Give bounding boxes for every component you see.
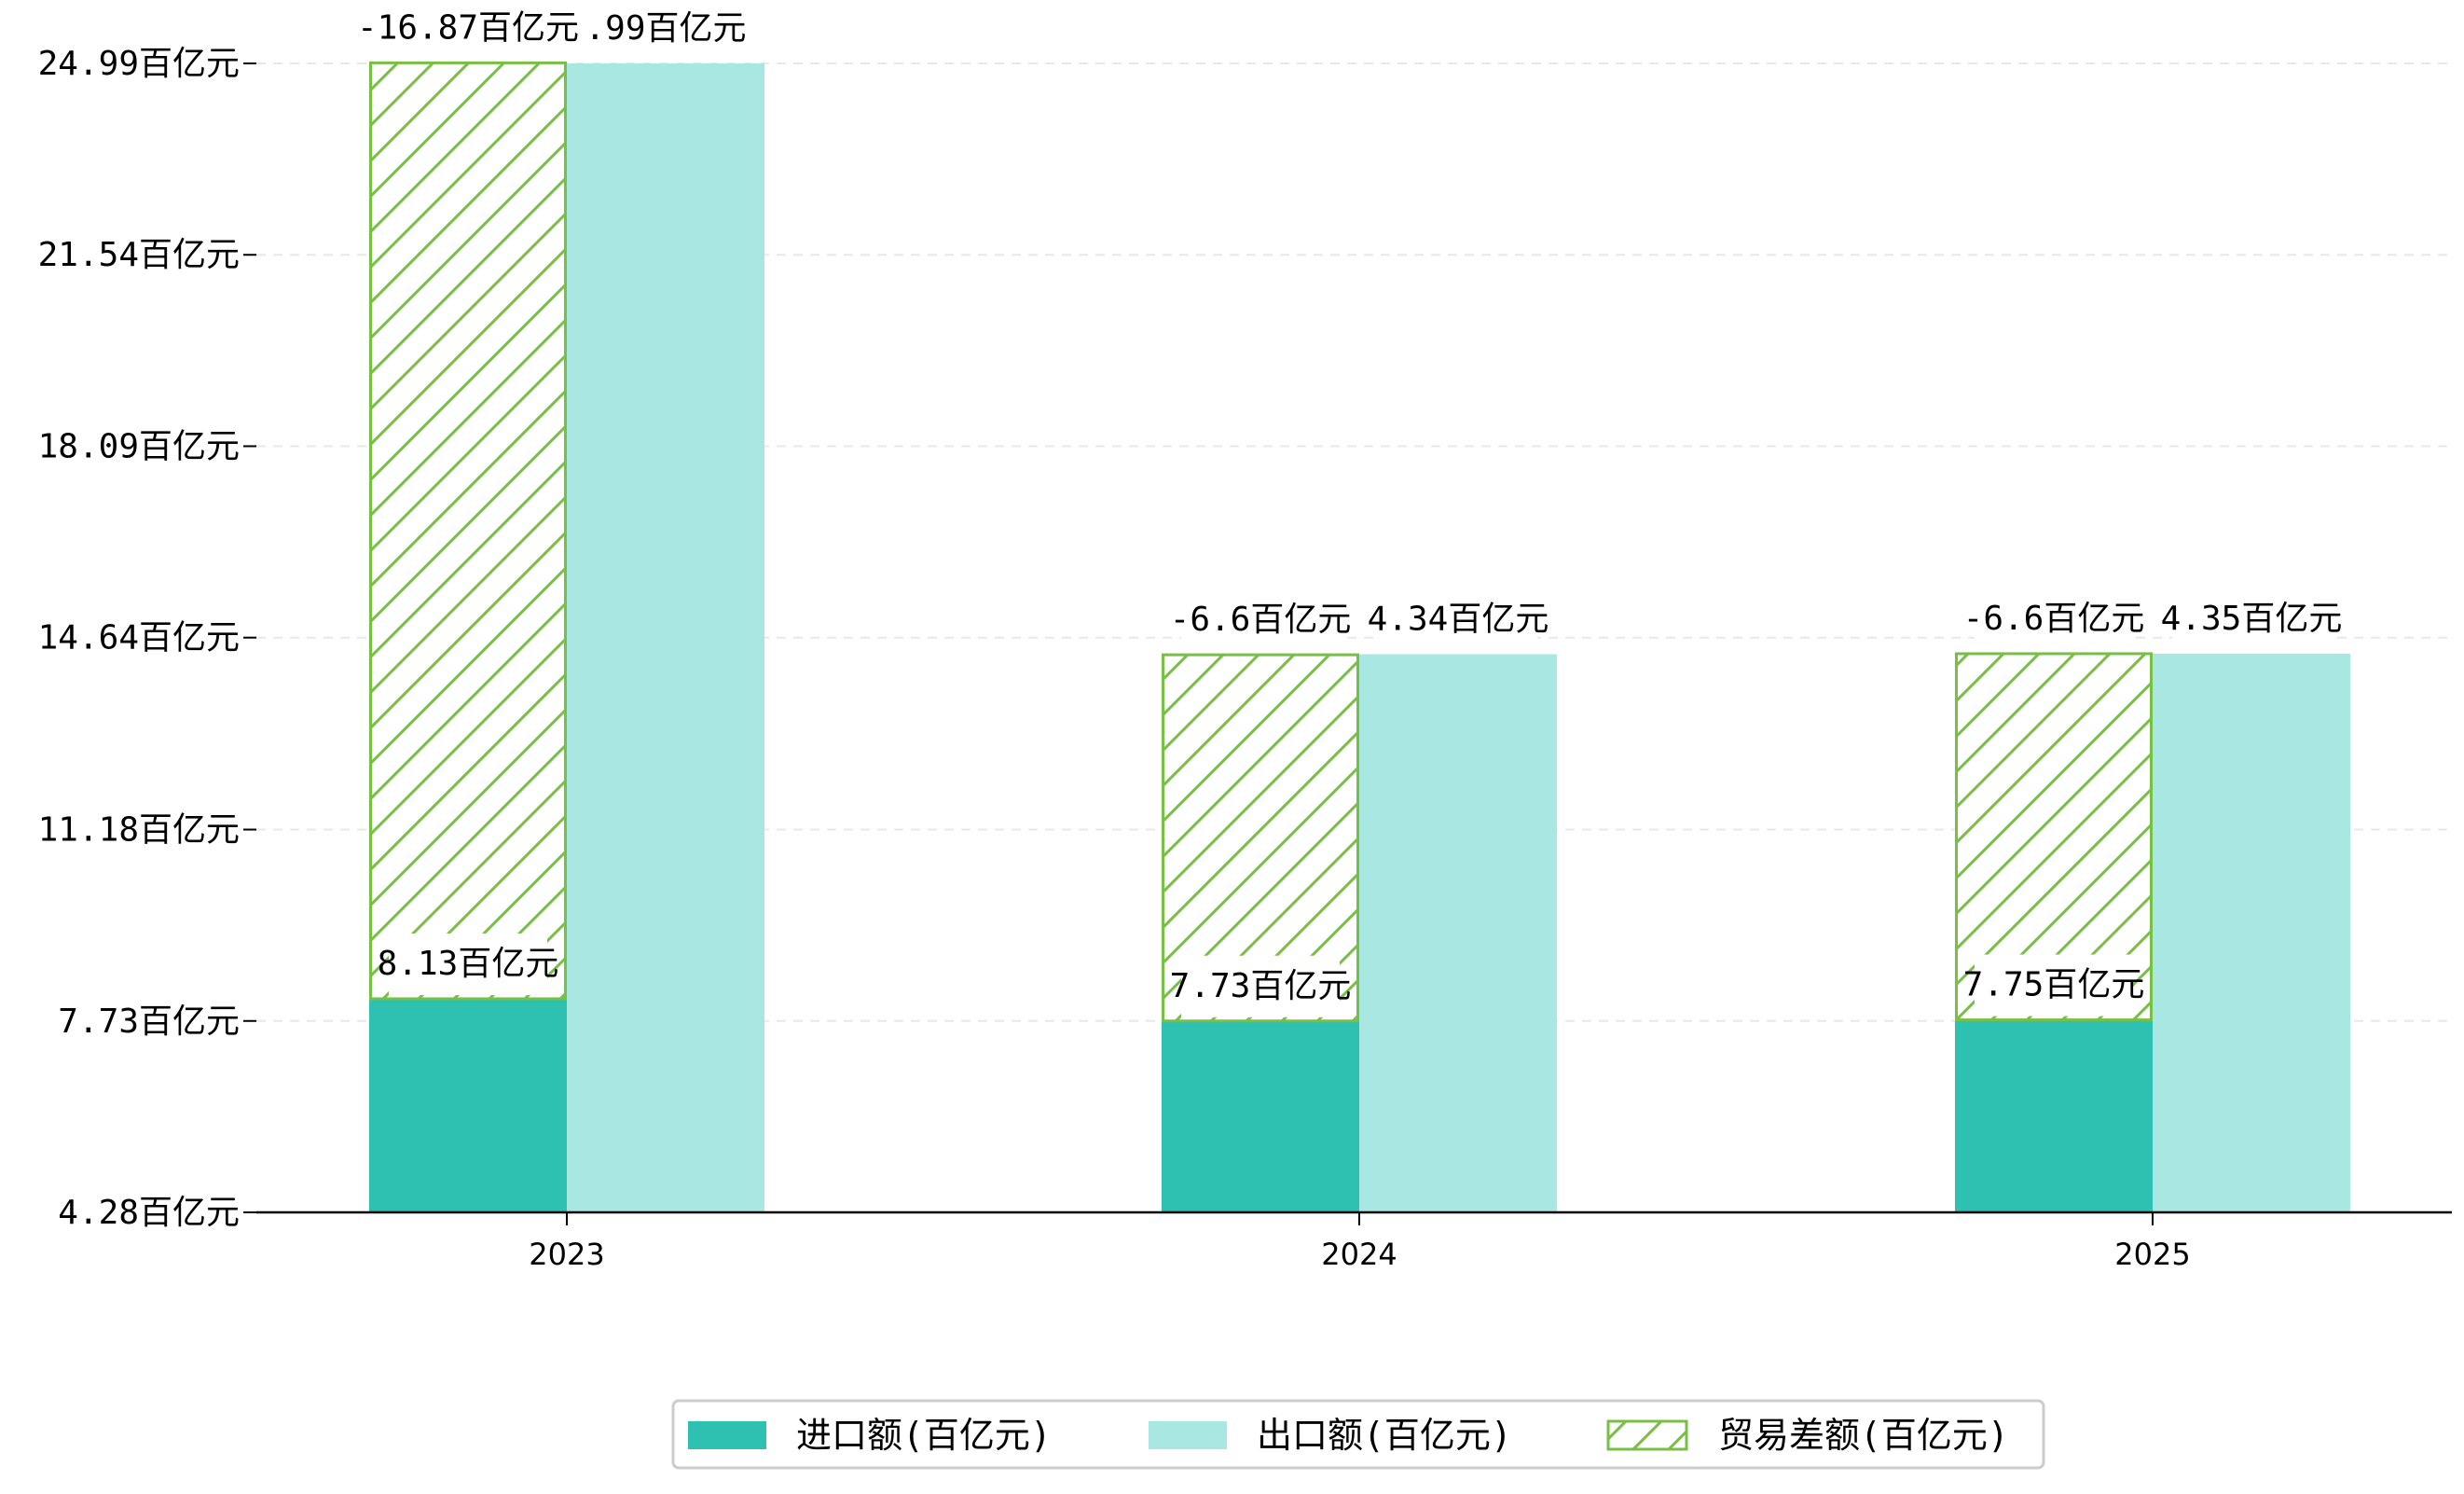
balance-bar — [369, 61, 567, 1001]
y-tick-label: 24.99百亿元 — [38, 45, 240, 83]
legend-label: 进口额(百亿元) — [796, 1415, 1052, 1456]
y-tick-label: 11.18百亿元 — [38, 811, 240, 850]
y-tick-label: 21.54百亿元 — [38, 236, 240, 274]
export-value-label: .99百亿元 — [585, 9, 746, 48]
balance-value-label-box — [1975, 588, 2133, 650]
export-bar — [2153, 653, 2350, 1212]
legend: 进口额(百亿元) 出口额(百亿元) 贸易差额(百亿元) — [671, 1399, 2045, 1470]
balance-value-label: -6.6百亿元 — [1963, 600, 2145, 638]
export-value-label-box — [2172, 588, 2331, 650]
x-tick-label: 2024 — [1321, 1237, 1397, 1272]
import-value-label-box — [1181, 955, 1340, 1017]
export-bar — [1359, 654, 1557, 1212]
import-value-label: 8.13百亿元 — [378, 945, 559, 983]
balance-value-label-box — [368, 0, 568, 60]
legend-swatch — [1149, 1421, 1227, 1449]
legend-swatch — [688, 1421, 766, 1449]
export-bar — [567, 63, 764, 1212]
export-value-label-box — [597, 0, 735, 60]
export-value-label: 4.34百亿元 — [1368, 601, 1549, 639]
y-tick-label: 4.28百亿元 — [58, 1194, 240, 1232]
import-value-label: 7.73百亿元 — [1170, 967, 1352, 1005]
balance-value-label: -16.87百亿元 — [357, 8, 579, 47]
import-value-label-box — [1975, 954, 2133, 1017]
import-bar — [1162, 1020, 1359, 1212]
y-tick-label: 14.64百亿元 — [38, 619, 240, 657]
y-tick-label: 18.09百亿元 — [38, 427, 240, 465]
legend-label: 出口额(百亿元) — [1257, 1415, 1512, 1456]
x-tick-label: 2025 — [2114, 1237, 2190, 1272]
import-value-label: 7.75百亿元 — [1963, 966, 2145, 1004]
balance-value-label: -6.6百亿元 — [1170, 601, 1352, 639]
import-value-label-box — [389, 933, 547, 995]
legend-swatch — [1606, 1419, 1688, 1451]
export-value-label: 4.35百亿元 — [2161, 600, 2343, 638]
legend-label: 贸易差额(百亿元) — [1718, 1415, 2009, 1456]
y-tick-label: 7.73百亿元 — [58, 1003, 240, 1041]
export-value-label-box — [1379, 588, 1537, 651]
x-tick-label: 2023 — [529, 1237, 604, 1272]
balance-value-label-box — [1181, 589, 1340, 652]
legend-frame — [671, 1399, 2045, 1470]
import-bar — [369, 998, 567, 1212]
import-bar — [1955, 1019, 2153, 1212]
